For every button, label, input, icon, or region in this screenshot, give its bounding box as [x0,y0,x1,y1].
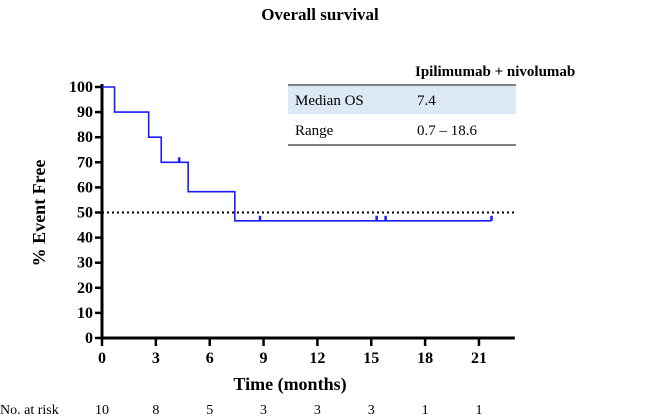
table-value-median: 7.4 [417,93,436,109]
y-tick-label: 0 [85,330,93,347]
x-axis-label: Time (months) [233,374,346,395]
at-risk-value: 1 [422,403,429,418]
y-tick-label: 10 [77,305,93,322]
table-label-median: Median OS [295,93,364,109]
y-tick-label: 40 [77,230,93,247]
y-tick-label: 50 [77,205,93,222]
at-risk-label: No. at risk [0,403,59,418]
x-tick-label: 9 [260,350,268,367]
x-tick-label: 15 [363,350,379,367]
y-tick-label: 100 [69,79,93,96]
y-tick-label: 70 [77,154,93,171]
y-tick-label: 80 [77,129,93,146]
at-risk-value: 10 [95,403,109,418]
km-curve [102,86,492,222]
y-tick-label: 30 [77,255,93,272]
at-risk-value: 8 [152,403,159,418]
at-risk-value: 3 [314,403,321,418]
at-risk-value: 3 [260,403,267,418]
at-risk-value: 5 [206,403,213,418]
table-value-range: 0.7 – 18.6 [417,123,478,139]
x-tick-label: 6 [206,350,214,367]
at-risk-value: 3 [368,403,375,418]
table-header: Ipilimumab + nivolumab [415,64,575,80]
table-label-range: Range [295,123,334,139]
x-tick-label: 0 [98,350,106,367]
x-tick-label: 3 [152,350,160,367]
y-tick-label: 20 [77,280,93,297]
y-axis-label: % Event Free [29,160,49,267]
y-tick-label: 60 [77,179,93,196]
y-tick-label: 90 [77,104,93,121]
x-tick-label: 12 [309,350,325,367]
x-tick-label: 18 [417,350,433,367]
table-row-highlight [288,86,516,114]
at-risk-value: 1 [475,403,482,418]
x-tick-label: 21 [471,350,487,367]
chart-title: Overall survival [261,5,379,24]
